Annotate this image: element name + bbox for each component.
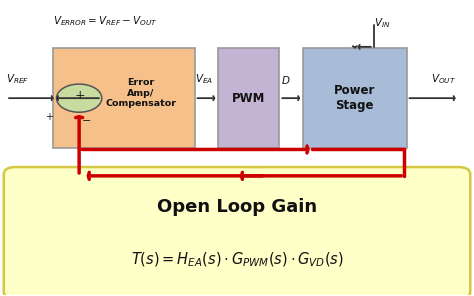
Text: Power
Stage: Power Stage xyxy=(334,84,375,112)
Text: $T(s)=H_{EA}(s)\cdot G_{PWM}(s)\cdot G_{VD}(s)$: $T(s)=H_{EA}(s)\cdot G_{PWM}(s)\cdot G_{… xyxy=(130,250,344,269)
FancyBboxPatch shape xyxy=(218,48,279,148)
Text: PWM: PWM xyxy=(232,92,265,105)
Text: $V_{EA}$: $V_{EA}$ xyxy=(195,73,213,86)
FancyBboxPatch shape xyxy=(303,48,407,148)
Text: $-$: $-$ xyxy=(82,114,91,124)
Text: $V_{IN}$: $V_{IN}$ xyxy=(374,16,390,30)
Text: $D$: $D$ xyxy=(281,74,291,86)
FancyBboxPatch shape xyxy=(53,48,195,148)
FancyBboxPatch shape xyxy=(4,167,470,296)
Text: $+$: $+$ xyxy=(45,111,54,122)
Text: $+$: $+$ xyxy=(73,89,85,102)
Circle shape xyxy=(56,84,102,112)
Text: Error
Amp/
Compensator: Error Amp/ Compensator xyxy=(105,78,176,108)
Text: $V_{OUT}$: $V_{OUT}$ xyxy=(431,73,456,86)
Text: $V_{REF}$: $V_{REF}$ xyxy=(6,73,29,86)
Text: Open Loop Gain: Open Loop Gain xyxy=(157,198,317,216)
Text: $V_{ERROR}=V_{REF}-V_{OUT}$: $V_{ERROR}=V_{REF}-V_{OUT}$ xyxy=(53,14,157,28)
